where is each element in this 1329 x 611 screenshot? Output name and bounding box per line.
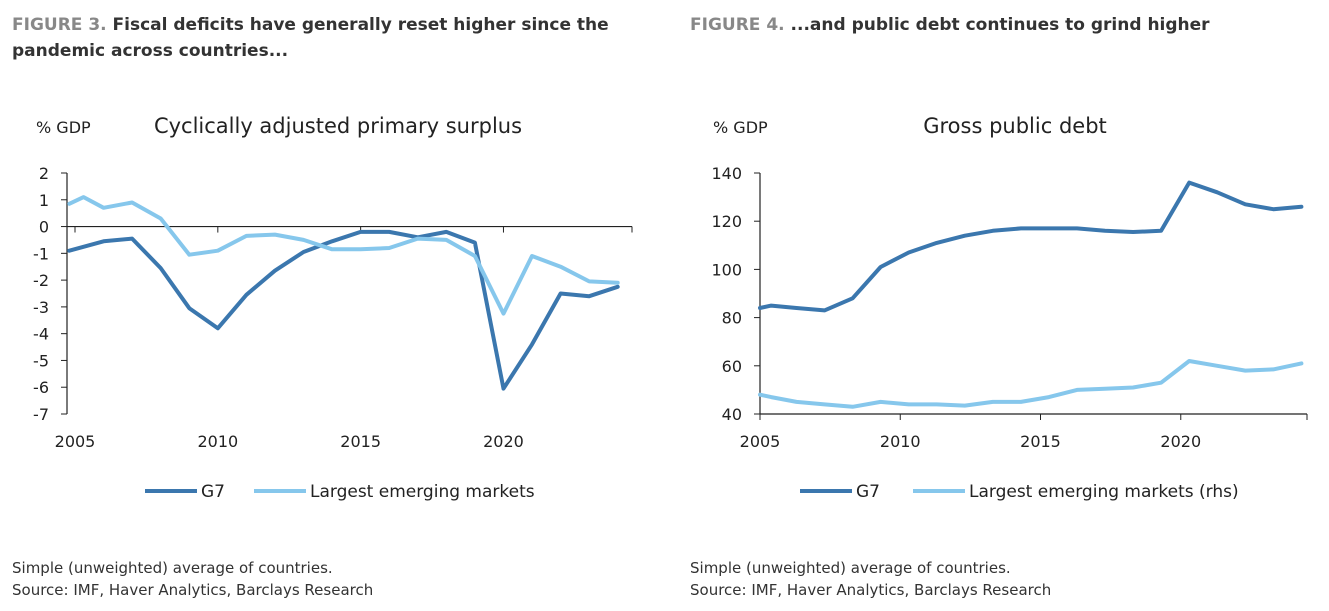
legend-label-emerging-markets: Largest emerging markets (rhs) [969,482,1239,502]
y-tick-label: 40 [722,405,742,424]
x-tick-label: 2010 [880,432,921,451]
figure-3-note: Simple (unweighted) average of countries… [12,559,333,577]
figure-3-panel: FIGURE 3. Fiscal deficits have generally… [12,12,633,599]
x-tick-label: 2005 [55,432,96,451]
figure-3-title: FIGURE 3. Fiscal deficits have generally… [12,12,632,64]
chart-title: Gross public debt [923,114,1107,138]
legend-label-g7: G7 [201,482,225,502]
figure-4-source: Source: IMF, Haver Analytics, Barclays R… [690,581,1052,599]
y-tick-label: 100 [711,260,742,279]
y-tick-label: -2 [33,271,49,290]
y-tick-label: -6 [33,378,49,397]
series-line-g7 [758,180,1304,313]
y-tick-label: 140 [711,164,742,183]
y-tick-label: 80 [722,309,742,328]
y-tick-label: -3 [33,298,49,317]
legend-label-g7: G7 [856,482,880,502]
y-tick-label: -1 [33,244,49,263]
series-line-emerging-markets [67,195,620,316]
y-axis-unit-label: % GDP [36,118,91,137]
surplus-chart: % GDP Cyclically adjusted primary surplus… [33,114,633,502]
x-tick-label: 2020 [483,432,524,451]
y-tick-label: 1 [39,191,49,210]
y-tick-label: 60 [722,357,742,376]
y-tick-label: 2 [39,164,49,183]
x-tick-label: 2015 [1020,432,1061,451]
figure-4-label: FIGURE 4. [690,15,785,35]
y-tick-label: -5 [33,351,49,370]
legend-label-emerging-markets: Largest emerging markets [310,482,535,502]
figure-4-heading: ...and public debt continues to grind hi… [790,15,1210,35]
figure-3-heading: Fiscal deficits have generally reset hig… [12,15,609,61]
series-line-emerging-markets [758,359,1304,409]
figure-4-title: FIGURE 4. ...and public debt continues t… [690,12,1310,38]
figure-3-label: FIGURE 3. [12,15,107,35]
figure-3-source: Source: IMF, Haver Analytics, Barclays R… [12,581,374,599]
x-tick-label: 2005 [740,432,781,451]
figure-4-note: Simple (unweighted) average of countries… [690,559,1011,577]
y-tick-label: -4 [33,325,49,344]
x-tick-label: 2015 [340,432,381,451]
series-line-g7 [67,229,620,391]
x-tick-label: 2020 [1160,432,1201,451]
y-tick-label: -7 [33,405,49,424]
y-tick-label: 120 [711,212,742,231]
y-axis-unit-label: % GDP [713,118,768,137]
y-tick-label: 0 [39,218,49,237]
debt-chart: % GDP Gross public debt 140 120 100 80 60 40 200… [711,114,1308,502]
chart-title: Cyclically adjusted primary surplus [154,114,522,138]
x-tick-label: 2010 [197,432,238,451]
figure-4-panel: FIGURE 4. ...and public debt continues t… [680,0,1329,611]
